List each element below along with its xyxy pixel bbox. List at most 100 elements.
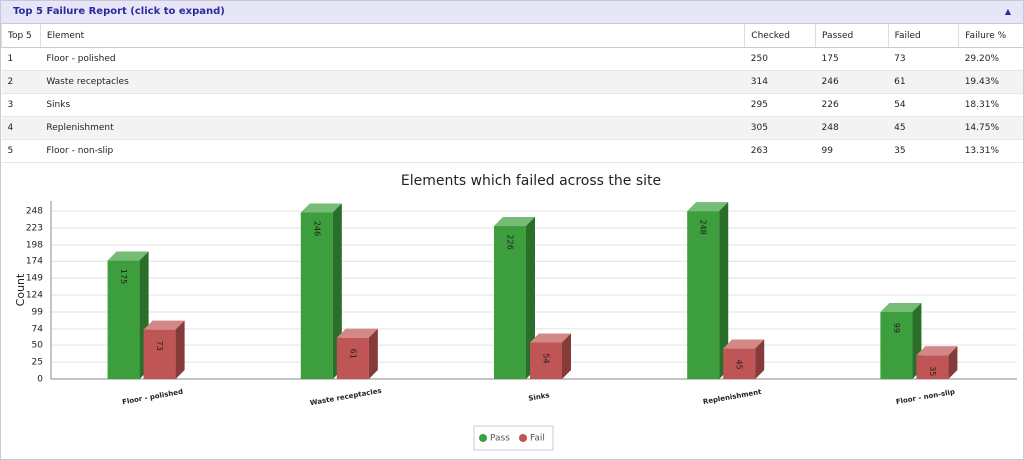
- x-tick-label: Replenishment: [702, 388, 762, 406]
- bar-side-shade: [719, 202, 729, 379]
- bar-side-shade: [562, 333, 571, 379]
- y-tick-label: 248: [26, 207, 43, 217]
- bar: [723, 348, 756, 379]
- bar: [530, 342, 562, 379]
- bar-side: [332, 203, 342, 379]
- table-row: 4 Replenishment 305 248 45 14.75%: [1, 116, 1023, 140]
- table-cell: 45: [888, 116, 959, 140]
- table-cell: Sinks: [40, 93, 745, 117]
- table-cell: 5: [1, 139, 41, 163]
- table-cell: 175: [815, 47, 889, 71]
- bar-side: [912, 302, 922, 379]
- column-header: Failure %: [958, 24, 1023, 48]
- table-cell: Waste receptacles: [40, 70, 745, 94]
- bar-side: [526, 217, 535, 379]
- table-cell: 19.43%: [958, 70, 1023, 94]
- bar-top: [530, 333, 571, 343]
- value-label: 248: [699, 220, 708, 235]
- value-label: 226: [506, 234, 515, 249]
- bar: [143, 329, 176, 379]
- table-cell: 2: [1, 70, 41, 94]
- value-label: 246: [312, 221, 321, 236]
- table-cell: 246: [815, 70, 889, 94]
- table-cell: 54: [888, 93, 959, 117]
- column-header: Checked: [744, 24, 816, 48]
- bar-side-shade: [912, 302, 922, 379]
- report-table: Top 5 Element Checked Passed Failed Failure %…: [1, 24, 1023, 163]
- y-tick-label: 0: [37, 375, 43, 385]
- value-label: 54: [542, 353, 551, 363]
- table-row: 2 Waste receptacles 314 246 61 19.43%: [1, 70, 1023, 94]
- y-tick-label: 99: [32, 307, 44, 317]
- bar-side-shade: [526, 217, 535, 379]
- bar-side-shade: [139, 251, 149, 379]
- column-header: Top 5: [1, 24, 41, 48]
- value-label: 99: [892, 323, 901, 333]
- bar-top: [916, 346, 958, 356]
- y-tick-label: 25: [32, 358, 43, 368]
- panel-header[interactable]: Top 5 Failure Report (click to expand) ▲: [1, 1, 1023, 24]
- y-tick-label: 124: [26, 291, 43, 301]
- x-tick-label: Floor - non-slip: [895, 388, 955, 406]
- bar: [880, 311, 913, 379]
- bar-top-shade: [880, 302, 922, 312]
- bar-top: [336, 328, 378, 338]
- y-tick-label: 74: [32, 324, 44, 334]
- bar: [687, 211, 720, 379]
- legend-marker: [479, 434, 487, 442]
- table-cell: 250: [744, 47, 816, 71]
- bar-top: [107, 251, 149, 261]
- panel-title[interactable]: Top 5 Failure Report (click to expand): [13, 6, 225, 17]
- y-tick-label: 223: [26, 224, 43, 234]
- table-cell: Floor - polished: [40, 47, 745, 71]
- y-tick-label: 50: [32, 341, 44, 351]
- table-cell: 4: [1, 116, 41, 140]
- x-tick-label: Sinks: [528, 391, 550, 403]
- table-cell: 305: [744, 116, 816, 140]
- bar-side: [948, 346, 958, 379]
- column-header: Failed: [887, 24, 959, 48]
- table-cell: 295: [744, 93, 816, 117]
- bar: [107, 260, 140, 379]
- bar-top: [880, 302, 922, 312]
- bar-top-shade: [530, 333, 571, 343]
- table-cell: Replenishment: [40, 116, 745, 140]
- table-cell: 29.20%: [958, 47, 1023, 71]
- bar-side-shade: [948, 346, 958, 379]
- legend-label: Pass: [490, 434, 510, 444]
- chart-title: Elements which failed across the site: [401, 173, 661, 189]
- value-label: 175: [119, 269, 128, 284]
- table-cell: Floor - non-slip: [40, 139, 745, 163]
- collapse-icon[interactable]: ▲: [1004, 7, 1011, 16]
- table-cell: 226: [815, 93, 889, 117]
- table-cell: 35: [888, 139, 959, 163]
- bar: [300, 212, 333, 379]
- bar-top-shade: [494, 217, 535, 227]
- bar-side: [755, 339, 765, 379]
- legend-box: [473, 425, 554, 451]
- table-cell: 73: [888, 47, 959, 71]
- y-tick-label: 174: [26, 257, 43, 267]
- value-label: 45: [735, 359, 744, 369]
- bar-top-shade: [723, 339, 765, 349]
- bar-side-shade: [755, 339, 765, 379]
- table-cell: 13.31%: [958, 139, 1023, 163]
- bar-side: [719, 202, 729, 379]
- bar-top: [300, 203, 342, 213]
- legend-label: Fail: [530, 434, 545, 444]
- y-axis-label: Count: [14, 273, 27, 306]
- table-cell: 14.75%: [958, 116, 1023, 140]
- table-cell: 61: [888, 70, 959, 94]
- bar-top: [143, 320, 185, 330]
- value-label: 61: [348, 349, 357, 359]
- y-tick-label: 198: [26, 240, 43, 250]
- bar-top-shade: [687, 202, 729, 212]
- bar-side: [562, 333, 571, 379]
- bar-top-shade: [300, 203, 342, 213]
- table-row: 5 Floor - non-slip 263 99 35 13.31%: [1, 139, 1023, 163]
- bar-top-shade: [336, 328, 378, 338]
- value-label: 35: [928, 366, 937, 376]
- table-cell: 18.31%: [958, 93, 1023, 117]
- column-header: Element: [39, 24, 745, 48]
